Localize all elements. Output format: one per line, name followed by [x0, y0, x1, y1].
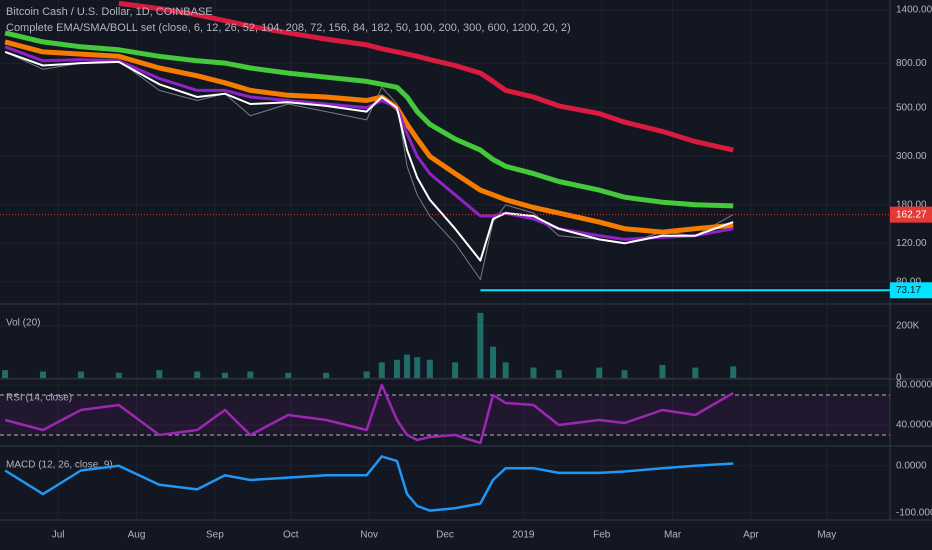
volume-bar — [363, 371, 370, 378]
x-tick-label: Feb — [593, 530, 611, 541]
last-price-label: 162.27 — [896, 209, 927, 220]
x-tick-label: Aug — [128, 530, 146, 541]
symbol-title: Bitcoin Cash / U.S. Dollar, 1D, COINBASE — [6, 6, 213, 18]
series-line — [4, 50, 734, 262]
series-line — [4, 30, 734, 209]
volume-bar — [555, 370, 562, 378]
volume-bar — [156, 370, 163, 378]
volume-bar — [247, 371, 254, 378]
volume-bar — [393, 359, 400, 378]
y-tick-label: 1400.00 — [896, 5, 932, 16]
volume-bar — [414, 357, 421, 378]
volume-bar — [115, 372, 122, 378]
volume-bar — [452, 362, 459, 378]
y-tick-label: -100.0000 — [896, 508, 932, 519]
volume-bar — [490, 346, 497, 378]
volume-bar — [285, 372, 292, 378]
x-tick-label: May — [817, 530, 836, 541]
x-tick-label: 2019 — [512, 530, 535, 541]
x-tick-label: Apr — [743, 530, 759, 541]
indicator-line — [4, 383, 734, 445]
pane-title: MACD (12, 26, close, 9) — [6, 460, 113, 471]
volume-bar — [477, 312, 484, 378]
series-line — [4, 39, 734, 235]
series-line — [118, 0, 734, 153]
low-line-box — [890, 282, 932, 299]
volume-bar — [2, 370, 9, 378]
volume-bar — [222, 372, 229, 378]
series-line — [4, 51, 734, 280]
indicator-line — [4, 455, 734, 512]
y-tick-label: 0 — [896, 373, 902, 384]
x-tick-label: Sep — [206, 530, 224, 541]
indicator-title: Complete EMA/SMA/BOLL set (close, 6, 12,… — [6, 22, 571, 34]
y-tick-label: 0.0000 — [896, 460, 927, 471]
y-tick-label: 180.00 — [896, 199, 927, 210]
y-tick-label: 80.0000 — [896, 380, 932, 391]
volume-bar — [323, 372, 330, 378]
y-tick-label: 40.0000 — [896, 420, 932, 431]
volume-bar — [378, 362, 385, 378]
x-tick-label: Oct — [283, 530, 299, 541]
pane-title: RSI (14, close) — [6, 393, 72, 404]
x-tick-label: Nov — [360, 530, 378, 541]
low-line-label: 73.17 — [896, 285, 921, 296]
volume-bar — [659, 364, 666, 378]
y-tick-label: 800.00 — [896, 58, 927, 69]
series-line — [4, 45, 734, 241]
volume-bar — [404, 354, 411, 378]
volume-bar — [692, 367, 699, 378]
last-price-box — [890, 206, 932, 223]
y-tick-label: 500.00 — [896, 102, 927, 113]
volume-bar — [730, 366, 737, 378]
y-tick-label: 300.00 — [896, 151, 927, 162]
volume-bar — [502, 362, 509, 378]
volume-bar — [426, 359, 433, 378]
y-tick-label: 200K — [896, 320, 920, 331]
volume-bar — [621, 370, 628, 378]
x-tick-label: Dec — [436, 530, 454, 541]
x-tick-label: Mar — [664, 530, 682, 541]
volume-bar — [39, 371, 46, 378]
pane-title: Vol (20) — [6, 318, 40, 329]
volume-bar — [596, 367, 603, 378]
y-tick-label: 120.00 — [896, 238, 927, 249]
volume-bar — [194, 371, 201, 378]
volume-bar — [77, 371, 84, 378]
y-tick-label: 80.00 — [896, 276, 921, 287]
volume-bar — [530, 367, 537, 378]
x-tick-label: Jul — [52, 530, 65, 541]
